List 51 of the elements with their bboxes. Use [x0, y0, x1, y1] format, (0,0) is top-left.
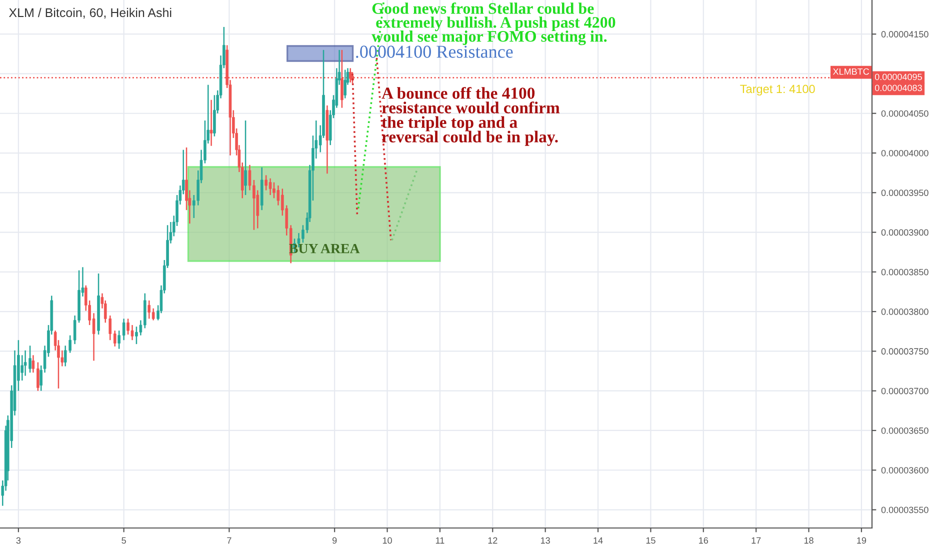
candlestick: [32, 354, 35, 374]
text: 0.00004083: [874, 84, 922, 92]
candlestick: [244, 120, 247, 196]
annotation: Good news from Stellar could be extremely bullish. A push past 4200 would see major FOMO setting in.: [372, 2, 616, 46]
y-tick-label: 0.00003800: [881, 308, 928, 315]
y-tick-label: 0.00003600: [881, 467, 928, 474]
x-tick-label: 14: [594, 537, 603, 544]
x-tick-label: 13: [540, 537, 550, 544]
ref-line-label: 0.00004095: [874, 74, 922, 80]
candlestick: [268, 178, 272, 196]
y-tick-label: 0.00003550: [881, 506, 928, 514]
candlestick: [36, 362, 40, 392]
x-tick-label: 19: [857, 537, 866, 544]
candlestick: [122, 318, 126, 341]
y-tick-label: 0.00003700: [881, 388, 928, 394]
y-tick-label: 0.00004000: [881, 150, 928, 156]
annotation: .00004100 Resistance: [356, 46, 513, 58]
y-tick-label: 0.00003950: [881, 190, 928, 196]
x-tick-label: 12: [488, 537, 498, 544]
candlestick: [148, 300, 151, 320]
x-tick-label: 18: [804, 537, 814, 544]
y-tick-label: 0.00003750: [881, 348, 928, 355]
candlestick: [135, 326, 138, 345]
candlestick: [130, 324, 134, 341]
candlestick: [152, 308, 155, 321]
candlestick: [348, 68, 352, 84]
x-tick-label: 17: [752, 537, 761, 544]
candlestick: [20, 354, 24, 382]
y-tick-label: 0.00003900: [881, 229, 928, 236]
y-tick-label: 0.00003850: [881, 268, 928, 276]
text: XLM / Bitcoin, 60, Heikin Ashi: [9, 8, 172, 19]
annotation: XLMBTC: [832, 68, 870, 75]
candlestick: [118, 330, 120, 350]
x-tick-label: 15: [646, 537, 656, 544]
x-tick-label: 7: [227, 537, 232, 544]
x-tick-label: 3: [16, 537, 21, 544]
annotation: A bounce off the 4100 resistance would confirm the triple top and a reversal could be in play.: [382, 86, 560, 146]
annotation: Target 1: 4100: [740, 84, 815, 96]
y-tick-label: 0.00004150: [881, 31, 928, 38]
x-tick-label: 11: [436, 537, 444, 544]
candlestick: [213, 94, 216, 137]
candlestick: [272, 182, 276, 199]
y-tick-label: 0.00004050: [881, 110, 928, 117]
candlestick: [113, 330, 116, 348]
y-tick-label: 0.00003650: [881, 427, 928, 434]
candlestick: [344, 69, 347, 99]
candlestick: [210, 99, 213, 146]
x-tick-label: 9: [332, 537, 337, 544]
x-tick-label: 16: [699, 537, 708, 544]
x-tick-label: 5: [122, 537, 126, 544]
x-tick-label: 10: [382, 537, 392, 544]
